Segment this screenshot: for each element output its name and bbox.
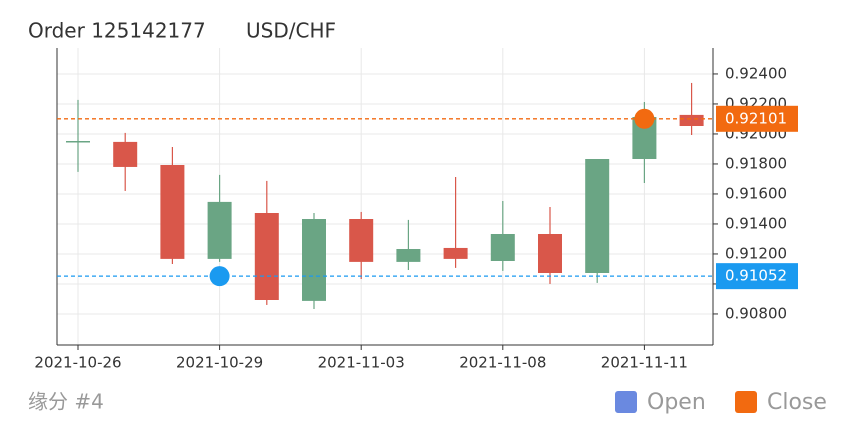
candle-body (396, 249, 421, 262)
y-tick-label: 0.92400 (725, 64, 787, 82)
x-tick-label: 2021-10-26 (34, 354, 121, 372)
candle-body (160, 165, 185, 259)
price-label-box (716, 105, 798, 132)
candle-body (207, 201, 232, 259)
chart-title: Order 125142177 (28, 19, 206, 43)
candle-body (679, 114, 704, 126)
legend-label: Close (767, 390, 827, 415)
y-tick-label: 0.91800 (725, 154, 787, 172)
candle-body (113, 141, 138, 167)
candle-body (254, 213, 279, 300)
y-tick-label: 0.91200 (725, 244, 787, 262)
price-label-box (716, 263, 798, 290)
candle-body (66, 141, 90, 143)
candle-body (585, 159, 610, 273)
candle-body (490, 234, 515, 261)
legend-swatch (615, 391, 637, 413)
x-tick-label: 2021-11-11 (601, 354, 688, 372)
price-label: 0.92101 (725, 109, 787, 127)
footer: 缘分 #4 (28, 390, 104, 414)
y-tick-label: 0.91600 (725, 184, 787, 202)
x-tick-label: 2021-10-29 (176, 354, 263, 372)
chart-subtitle: USD/CHF (246, 19, 336, 43)
y-tick-label: 0.91400 (725, 214, 787, 232)
y-tick-label: 0.90800 (725, 304, 787, 322)
candle-body (302, 219, 326, 301)
price-label: 0.91052 (725, 267, 787, 285)
marker-point (634, 108, 655, 129)
marker-point (209, 266, 230, 287)
legend-label: Open (647, 390, 706, 415)
x-tick-label: 2021-11-08 (459, 354, 546, 372)
candle-body (538, 234, 562, 273)
legend-swatch (735, 391, 757, 413)
candle-body (349, 219, 374, 262)
candle-body (443, 247, 468, 259)
x-tick-label: 2021-11-03 (318, 354, 405, 372)
